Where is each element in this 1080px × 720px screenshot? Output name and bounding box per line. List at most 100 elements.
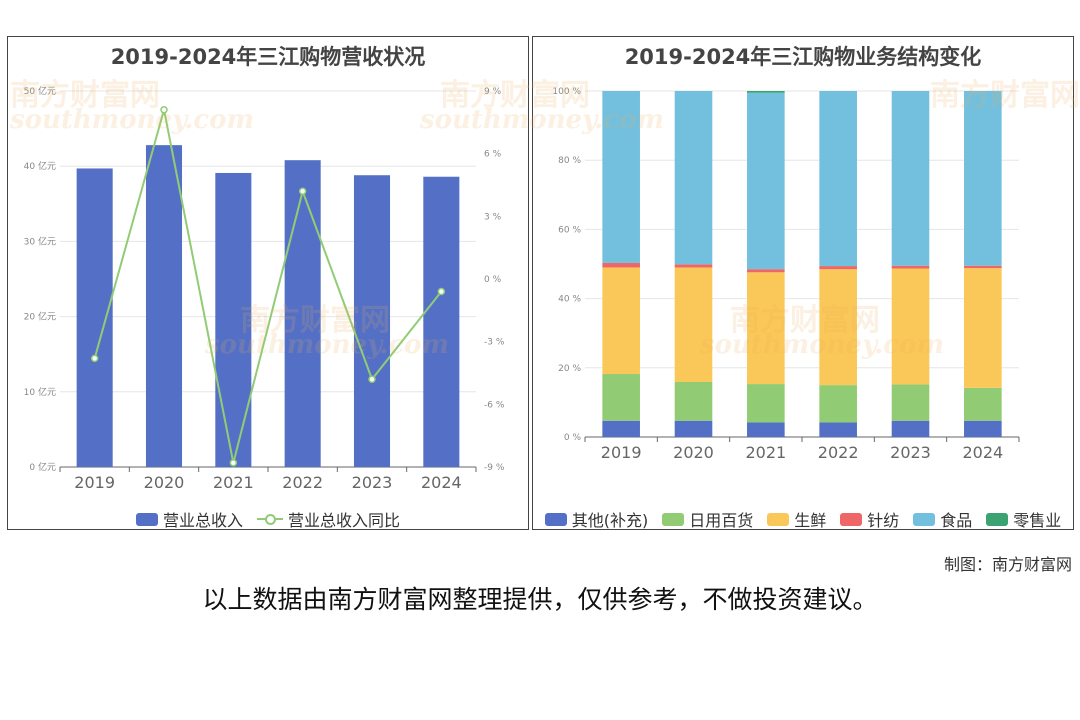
chart-credit: 制图：南方财富网 <box>943 555 1072 574</box>
stacked-segment <box>747 269 785 273</box>
y-tick-label: 0 % <box>564 433 582 443</box>
stacked-segment <box>602 262 640 268</box>
structure-chart-legend: 其他(补充) 日用百货 生鲜 针纺 食品 零售业 <box>533 507 1073 531</box>
y-right-tick-label: 0 % <box>484 275 502 285</box>
stacked-segment <box>674 264 713 268</box>
structure-chart-panel: 2019-2024年三江购物业务结构变化 0 % 20 % 40 % 60 % 80 %… <box>532 36 1074 530</box>
x-tick-label: 2022 <box>818 443 859 462</box>
legend-label: 针纺 <box>867 511 900 530</box>
stacked-segment <box>747 92 785 270</box>
stacked-segment <box>891 91 930 266</box>
y-right-tick-label: -9 % <box>484 463 505 473</box>
legend-swatch-revenue <box>135 512 158 526</box>
legend-label: 生鲜 <box>794 511 827 530</box>
legend-label: 零售业 <box>1013 511 1062 530</box>
yoy-point <box>160 106 168 114</box>
y-left-tick-label: 40 亿元 <box>24 160 56 172</box>
legend-item-segment[interactable]: 食品 <box>913 507 972 531</box>
stacked-segment <box>964 91 1002 266</box>
revenue-bar <box>76 168 113 467</box>
revenue-chart-svg: 0 亿元 10 亿元 20 亿元 30 亿元 40 亿元 50 亿元 -9 % -6 % -3 … <box>24 85 505 492</box>
x-tick-label: 2021 <box>213 473 254 492</box>
yoy-point <box>90 354 99 363</box>
yoy-point <box>229 459 238 467</box>
stacked-segment <box>819 422 857 437</box>
x-tick-label: 2020 <box>673 443 714 462</box>
revenue-bar <box>423 176 460 467</box>
stacked-segment <box>747 422 785 437</box>
x-tick-label: 2020 <box>144 473 185 492</box>
legend-item-segment[interactable]: 生鲜 <box>767 507 826 531</box>
legend-item-segment[interactable]: 日用百货 <box>662 507 753 531</box>
revenue-bar <box>215 172 252 467</box>
yoy-point <box>437 287 446 296</box>
y-tick-label: 20 % <box>558 364 581 374</box>
x-tick-label: 2023 <box>890 443 931 462</box>
x-tick-label: 2019 <box>601 443 642 462</box>
structure-chart-title: 2019-2024年三江购物业务结构变化 <box>624 45 982 69</box>
legend-item-segment[interactable]: 零售业 <box>986 507 1061 531</box>
yoy-line <box>93 109 443 464</box>
legend-label-revenue: 营业总收入 <box>162 511 243 530</box>
revenue-bar <box>145 145 183 468</box>
y-left-tick-label: 10 亿元 <box>24 386 56 398</box>
legend-swatch <box>767 512 790 526</box>
stacked-segment <box>964 420 1002 437</box>
y-left-tick-label: 30 亿元 <box>24 235 56 247</box>
legend-label: 其他(补充) <box>571 511 649 530</box>
y-tick-label: 40 % <box>558 295 581 305</box>
stacked-segment <box>891 268 930 385</box>
disclaimer-text: 以上数据由南方财富网整理提供，仅供参考，不做投资建议。 <box>202 585 878 614</box>
stacked-segment <box>819 266 857 270</box>
stacked-segment <box>674 381 713 421</box>
yoy-point <box>298 187 307 196</box>
stacked-segment <box>964 387 1002 421</box>
stacked-segment <box>747 272 785 385</box>
stacked-segment <box>819 385 857 423</box>
revenue-bar <box>284 160 321 467</box>
revenue-chart-panel: 2019-2024年三江购物营收状况 0 亿元 10 亿元 20 亿元 30 亿元 40… <box>7 36 529 530</box>
legend-swatch <box>986 512 1009 526</box>
legend-item-revenue-yoy[interactable]: 营业总收入同比 <box>257 507 400 531</box>
stacked-segment <box>747 91 785 93</box>
legend-swatch <box>913 512 936 526</box>
legend-item-segment[interactable]: 其他(补充) <box>544 507 649 531</box>
revenue-chart-title: 2019-2024年三江购物营收状况 <box>110 45 426 69</box>
y-right-tick-label: -3 % <box>484 338 505 348</box>
y-tick-label: 60 % <box>558 225 581 235</box>
stacked-segment <box>674 91 713 265</box>
yoy-point <box>368 375 376 384</box>
legend-swatch <box>840 512 863 526</box>
stacked-segment <box>674 267 713 382</box>
stacked-segment <box>819 269 857 386</box>
legend-item-segment[interactable]: 针纺 <box>840 507 899 531</box>
revenue-bar <box>353 175 391 467</box>
x-tick-label: 2021 <box>745 443 786 462</box>
y-left-tick-label: 20 亿元 <box>24 311 56 323</box>
legend-label: 食品 <box>940 511 973 530</box>
stacked-segment <box>964 268 1002 388</box>
stacked-segment <box>819 91 857 267</box>
structure-chart-svg: 0 % 20 % 40 % 60 % 80 % 100 % 2019 2020 2021 2022… <box>552 87 1020 462</box>
stacked-segment <box>891 384 930 421</box>
y-left-tick-label: 50 亿元 <box>24 85 56 97</box>
x-tick-label: 2019 <box>74 473 115 492</box>
legend-label-revenue-yoy: 营业总收入同比 <box>288 511 401 530</box>
y-right-tick-label: 6 % <box>484 150 502 160</box>
x-tick-label: 2022 <box>282 473 323 492</box>
stacked-segment <box>674 420 713 437</box>
y-tick-label: 80 % <box>558 156 581 166</box>
stacked-segment <box>602 91 640 263</box>
stacked-segment <box>602 374 640 421</box>
x-tick-label: 2024 <box>962 443 1003 462</box>
stacked-segment <box>747 384 785 423</box>
stacked-segment <box>891 420 930 437</box>
legend-item-revenue[interactable]: 营业总收入 <box>135 507 243 531</box>
stacked-segment <box>964 265 1002 269</box>
y-right-tick-label: -6 % <box>484 400 505 410</box>
revenue-chart-legend: 营业总收入 营业总收入同比 <box>8 507 528 531</box>
stacked-segment <box>602 420 640 437</box>
legend-swatch <box>544 512 567 526</box>
y-left-tick-label: 0 亿元 <box>29 461 56 473</box>
x-tick-label: 2023 <box>352 473 393 492</box>
